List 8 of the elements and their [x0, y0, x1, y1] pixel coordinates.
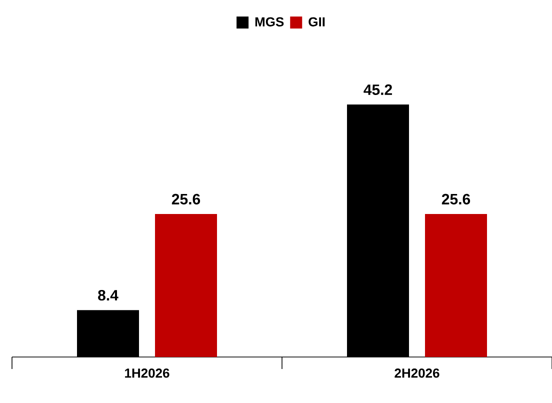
data-label: 25.6: [172, 194, 200, 204]
x-tick-label: 2H2026: [394, 368, 440, 378]
data-label: 25.6: [442, 194, 470, 204]
data-label: 45.2: [364, 84, 392, 96]
legend-label: GII: [308, 17, 325, 26]
legend-label: MGS: [255, 17, 284, 26]
x-tick-label: 1H2026: [125, 368, 170, 378]
data-label: 8.4: [98, 290, 118, 301]
